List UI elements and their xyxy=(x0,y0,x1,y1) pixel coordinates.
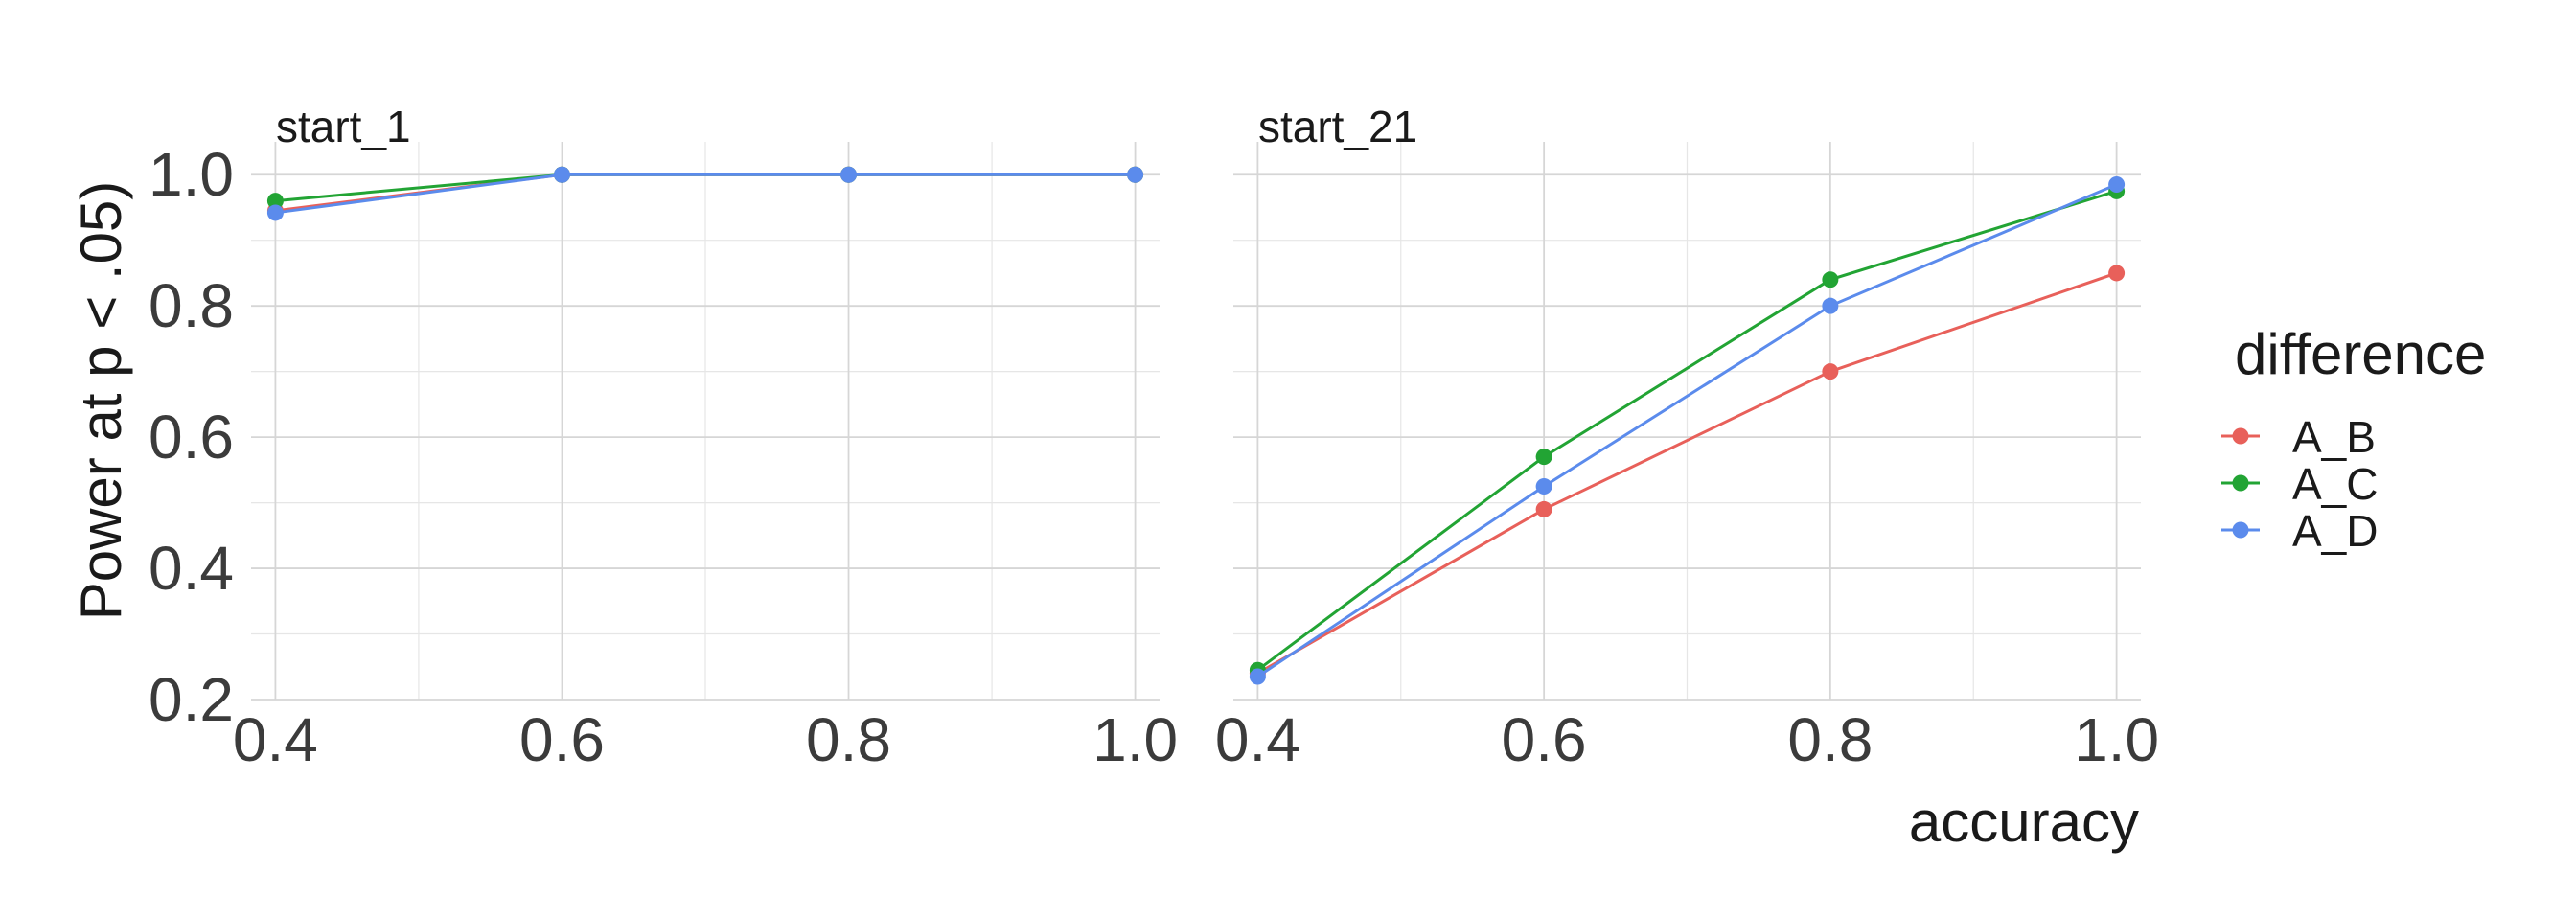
point-A_D xyxy=(553,166,570,183)
x-axis-title: accuracy xyxy=(1909,790,2139,854)
point-A_D xyxy=(1127,166,1144,183)
series-line-A_C xyxy=(1256,189,2118,672)
panel-start_21: start_21 0.4 0.6 0.8 1.0 xyxy=(1215,102,2159,774)
y-tick-label: 0.4 xyxy=(149,534,234,603)
point-A_D xyxy=(1249,668,1266,685)
legend-key-point xyxy=(2232,521,2249,539)
x-tick-label: 0.4 xyxy=(1215,705,1300,774)
point-A_D xyxy=(1535,477,1552,494)
point-A_D xyxy=(2108,176,2126,194)
legend-key-point xyxy=(2232,474,2249,492)
x-tick-label: 0.6 xyxy=(1502,705,1587,774)
panels: start_10.4 0.6 0.8 1.00.20.40.60.81.0start_… xyxy=(149,102,2159,774)
panel-title: start_1 xyxy=(276,102,411,151)
legend-label: A_B xyxy=(2292,412,2376,462)
legend-entry-A_D: A_D xyxy=(2221,506,2378,556)
x-tick-label: 0.8 xyxy=(806,705,891,774)
series-line-A_D xyxy=(275,172,1136,215)
point-A_B xyxy=(2108,264,2126,282)
point-A_C xyxy=(1535,448,1552,466)
legend-entry-A_B: A_B xyxy=(2221,412,2376,462)
panel-start_1: start_10.4 0.6 0.8 1.00.20.40.60.81.0 xyxy=(149,102,1178,774)
x-tick-label: 1.0 xyxy=(2074,705,2159,774)
legend-entries: A_BA_CA_D xyxy=(2221,412,2378,556)
legend-key-point xyxy=(2232,427,2249,445)
legend: difference A_BA_CA_D xyxy=(2221,322,2486,556)
legend-label: A_C xyxy=(2292,459,2378,509)
y-tick-label: 0.6 xyxy=(149,402,234,472)
y-tick-label: 1.0 xyxy=(149,140,234,209)
y-tick-label: 0.8 xyxy=(149,271,234,340)
x-tick-label: 1.0 xyxy=(1092,705,1178,774)
legend-label: A_D xyxy=(2292,506,2378,556)
point-A_C xyxy=(1822,271,1839,288)
x-tick-label: 0.4 xyxy=(233,705,318,774)
panel-title: start_21 xyxy=(1258,102,1417,151)
point-A_D xyxy=(1822,297,1839,314)
series-line-A_D xyxy=(1256,183,2118,678)
point-A_D xyxy=(840,166,858,183)
point-A_B xyxy=(1535,500,1552,518)
y-axis-title: Power at p < .05) xyxy=(69,181,133,621)
point-A_B xyxy=(1822,363,1839,380)
point-A_D xyxy=(266,204,284,221)
series-line-A_B xyxy=(1256,271,2118,675)
point-A_C xyxy=(266,193,284,210)
y-tick-label: 0.2 xyxy=(149,665,234,734)
x-tick-label: 0.8 xyxy=(1787,705,1873,774)
legend-entry-A_C: A_C xyxy=(2221,459,2378,509)
legend-title: difference xyxy=(2235,322,2486,386)
x-tick-label: 0.6 xyxy=(519,705,605,774)
